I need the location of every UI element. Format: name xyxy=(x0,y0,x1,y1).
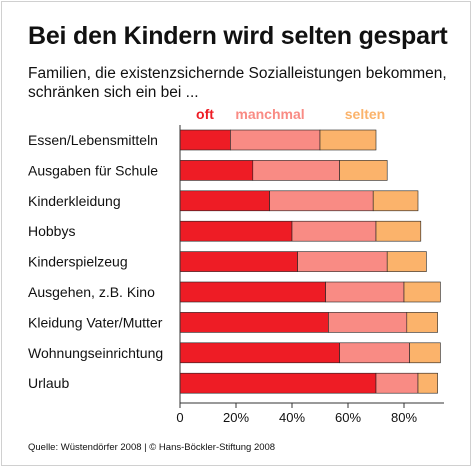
legend-label-manchmal: manchmal xyxy=(235,106,304,122)
bar-segment-selten xyxy=(375,220,422,242)
bar-segment-manchmal xyxy=(269,190,374,212)
category-label: Ausgehen, z.B. Kino xyxy=(28,284,155,300)
source-note: Quelle: Wüstendörfer 2008 | © Hans-Böckl… xyxy=(28,442,276,453)
x-tick-label: 40% xyxy=(279,410,305,425)
bar-segment-oft xyxy=(179,190,270,212)
category-label: Kinderkleidung xyxy=(28,193,121,209)
chart-title: Bei den Kindern wird selten gespart xyxy=(28,22,448,50)
bar-segment-manchmal xyxy=(375,372,419,394)
category-label: Urlaub xyxy=(28,375,69,391)
category-label: Kinderspielzeug xyxy=(28,254,128,270)
bar-segment-selten xyxy=(409,342,441,364)
bar-segment-oft xyxy=(179,372,377,394)
bar-segment-oft xyxy=(179,251,298,272)
category-label: Ausgaben für Schule xyxy=(28,162,158,178)
bar-segment-manchmal xyxy=(291,220,377,242)
bar-segment-selten xyxy=(372,190,419,212)
bar-segment-selten xyxy=(417,372,438,394)
legend-label-oft: oft xyxy=(196,106,214,122)
bar-segment-manchmal xyxy=(252,160,340,181)
category-label: Kleidung Vater/Mutter xyxy=(28,314,163,330)
bar-segment-oft xyxy=(179,312,329,333)
bar-segment-manchmal xyxy=(325,281,405,303)
category-label: Wohnungseinrichtung xyxy=(28,345,163,361)
bar-segment-oft xyxy=(179,220,293,242)
x-tick-label: 80% xyxy=(391,410,417,425)
x-tick-label: 0 xyxy=(176,410,183,425)
bar-segment-manchmal xyxy=(230,129,321,151)
bar-segment-selten xyxy=(386,251,427,272)
bar-segment-selten xyxy=(339,160,388,181)
bar-segment-oft xyxy=(179,281,326,303)
chart-subtitle: Familien, die existenzsichernde Sozialle… xyxy=(28,65,447,101)
category-label: Essen/Lebensmitteln xyxy=(28,132,158,148)
bar-segment-selten xyxy=(403,281,441,303)
bar-segment-oft xyxy=(179,160,254,181)
bar-segment-oft xyxy=(179,342,340,364)
bar-segment-manchmal xyxy=(328,312,408,333)
legend-label-selten: selten xyxy=(345,106,385,122)
bar-segment-oft xyxy=(179,129,231,151)
bar-segment-selten xyxy=(406,312,438,333)
bar-segment-manchmal xyxy=(297,251,388,272)
category-label: Hobbys xyxy=(28,223,75,239)
x-tick-label: 60% xyxy=(335,410,361,425)
bar-segment-manchmal xyxy=(339,342,410,364)
x-tick-label: 20% xyxy=(223,410,249,425)
bar-segment-selten xyxy=(319,129,377,151)
